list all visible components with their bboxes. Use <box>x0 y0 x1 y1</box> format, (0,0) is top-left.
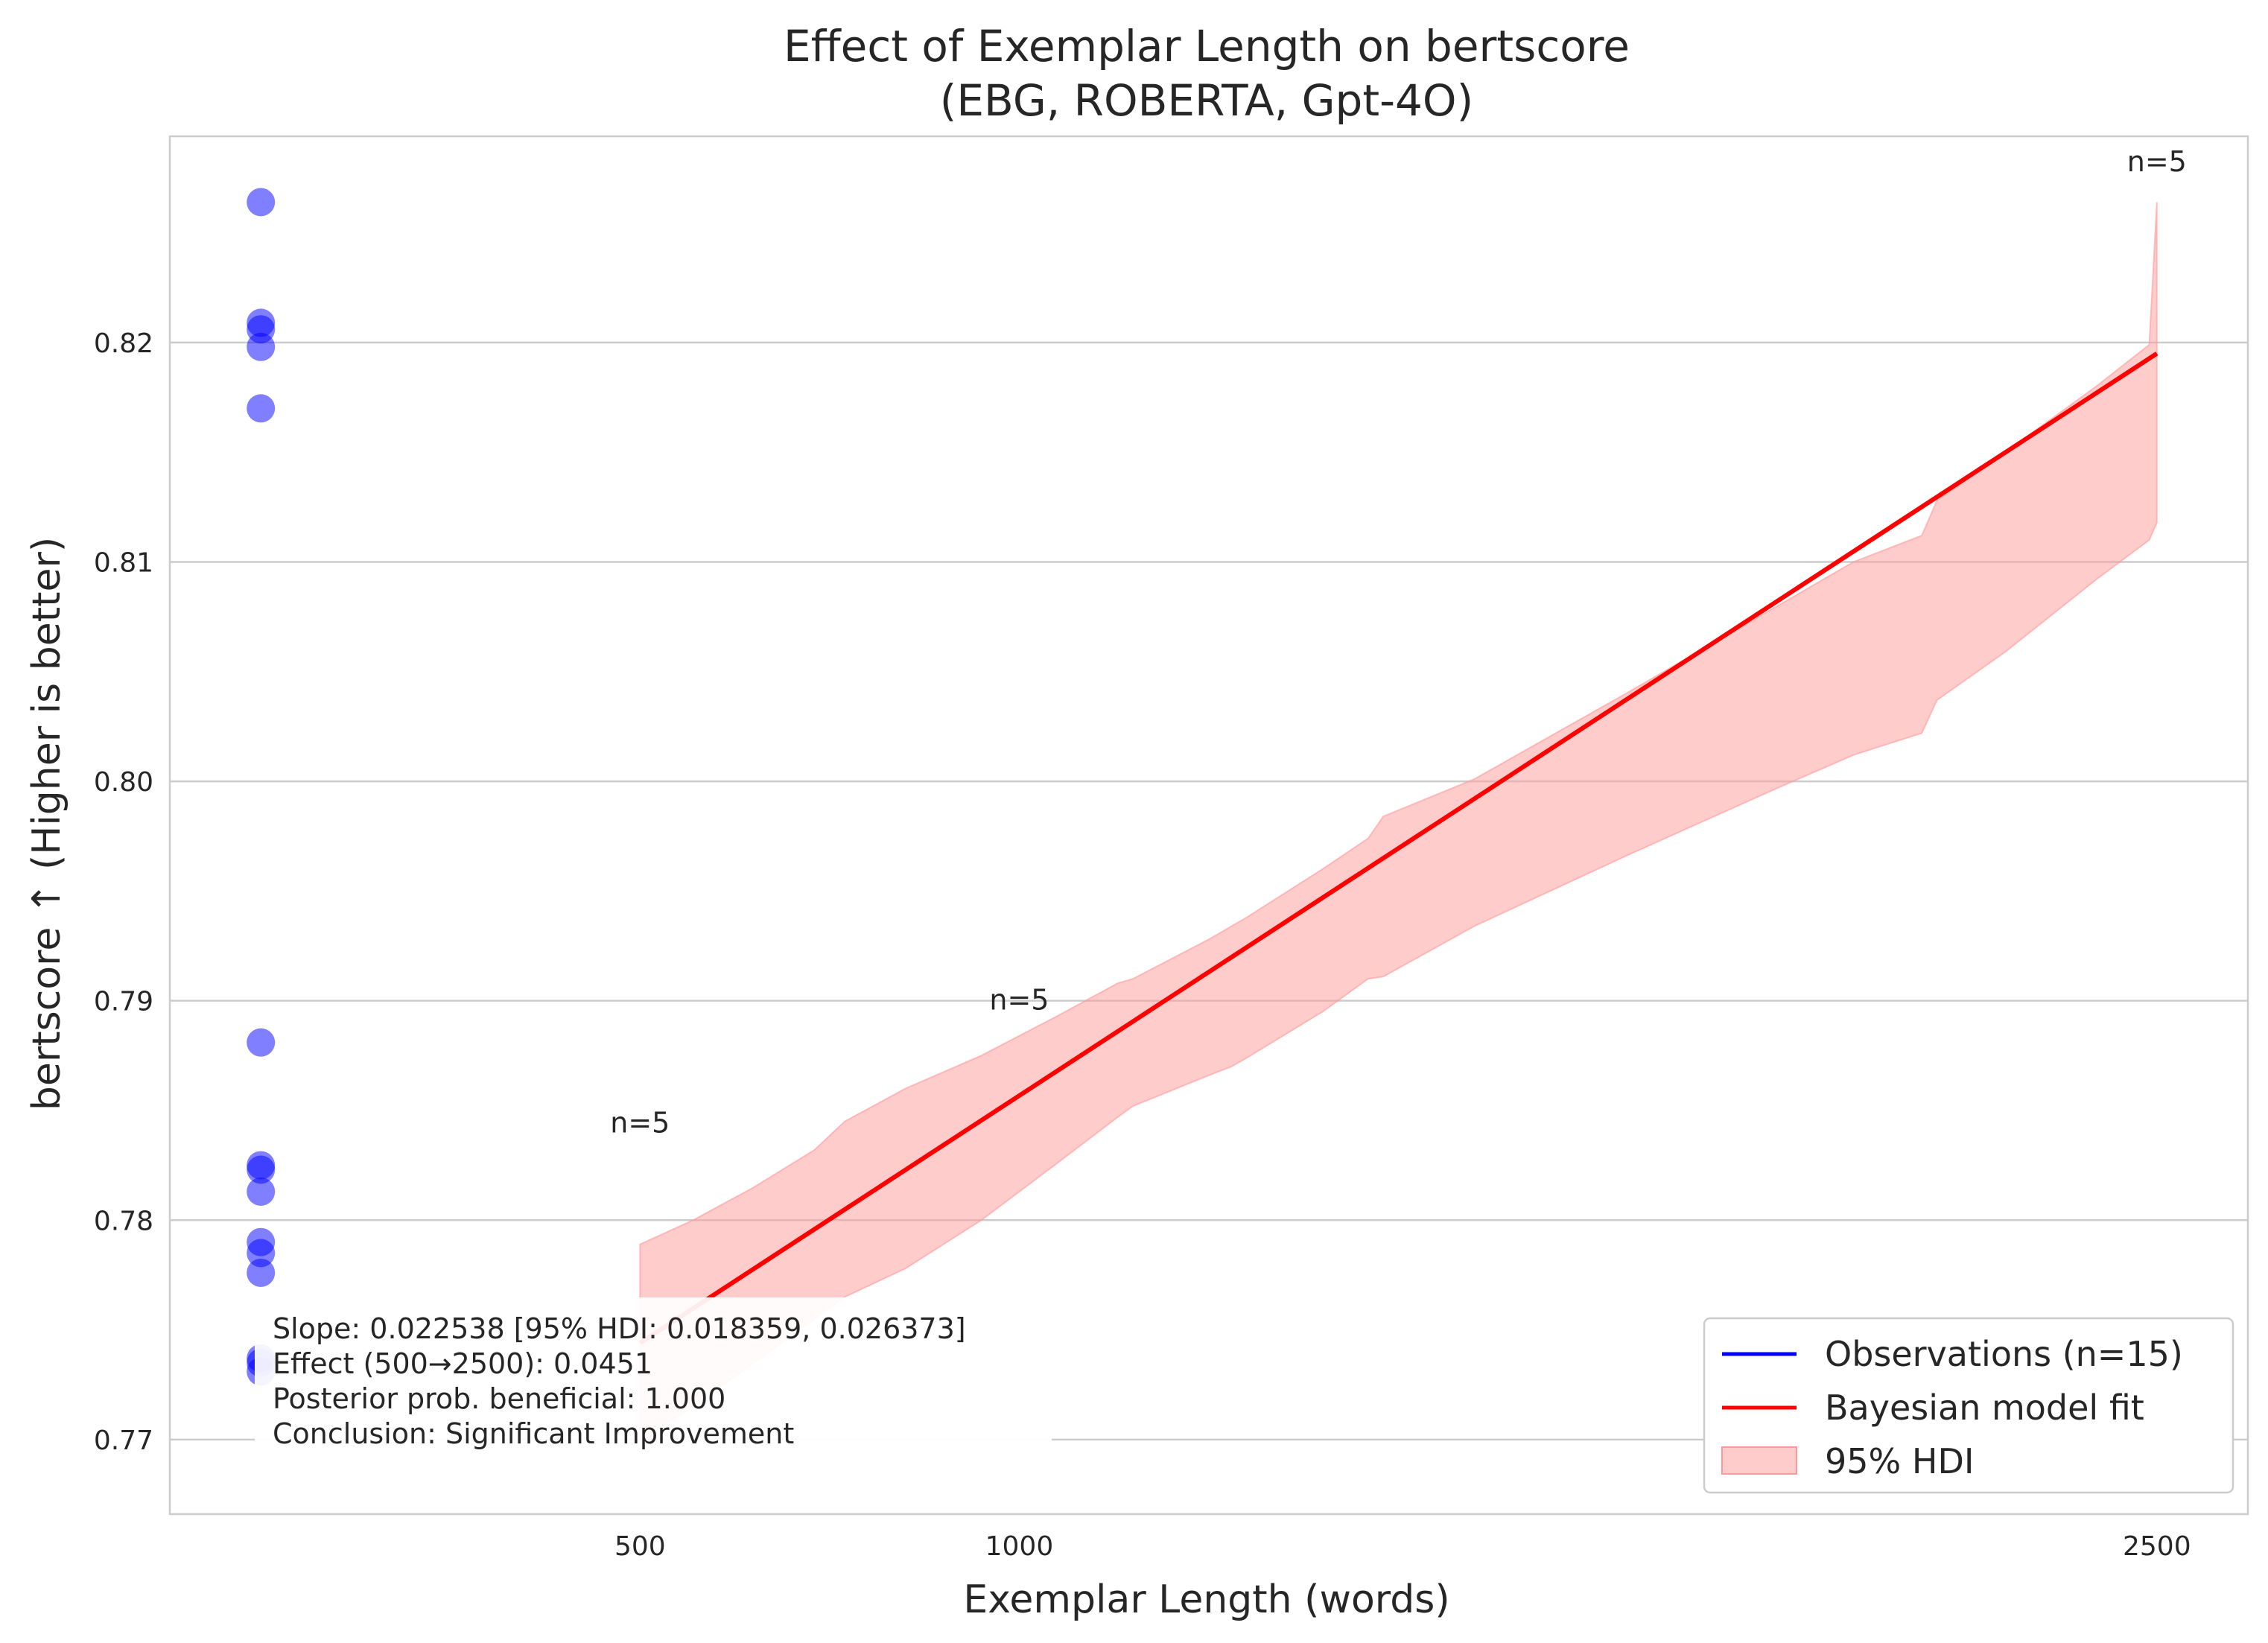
y-tick-label: 0.78 <box>94 1206 153 1236</box>
stats-box: Slope: 0.022538 [95% HDI: 0.018359, 0.02… <box>255 1297 1052 1450</box>
legend-observations-label: Observations (n=15) <box>1825 1334 2183 1374</box>
observation-point <box>247 188 276 217</box>
sample-size-annotation: n=5 <box>989 983 1049 1016</box>
hdi-band <box>639 202 2158 1441</box>
stats-line-effect: Effect (500→2500): 0.0451 <box>273 1347 652 1380</box>
model-fit-line <box>638 352 2159 1345</box>
observation-point <box>247 1258 276 1287</box>
y-tick-label: 0.77 <box>94 1426 153 1456</box>
stats-line-conclusion: Conclusion: Significant Improvement <box>273 1417 794 1450</box>
observation-point <box>247 332 276 361</box>
observation-point <box>247 1028 276 1057</box>
y-tick-label: 0.80 <box>94 767 153 798</box>
legend-model-fit-label: Bayesian model fit <box>1825 1388 2144 1428</box>
sample-size-annotation: n=5 <box>610 1106 670 1139</box>
plot-frame <box>168 135 2249 1516</box>
chart-title: Effect of Exemplar Length on bertscore <box>784 21 1630 71</box>
x-tick-labels: 500 1000 2500 <box>614 1531 2191 1562</box>
y-tick-labels: 0.77 0.78 0.79 0.80 0.81 0.82 <box>94 328 153 1456</box>
sample-size-annotations: n=5 n=5 n=5 <box>610 145 2187 1139</box>
x-tick-label: 500 <box>614 1531 666 1562</box>
chart-subtitle: (EBG, ROBERTA, Gpt-4O) <box>940 75 1473 126</box>
stats-line-posterior: Posterior prob. beneficial: 1.000 <box>273 1382 725 1415</box>
x-tick-label: 1000 <box>985 1531 1054 1562</box>
observation-point <box>247 1155 276 1184</box>
legend: Observations (n=15) Bayesian model fit 9… <box>1703 1317 2234 1494</box>
y-tick-label: 0.79 <box>94 987 153 1017</box>
y-tick-label: 0.82 <box>94 328 153 359</box>
observation-point <box>247 394 276 423</box>
x-axis-label: Exemplar Length (words) <box>963 1577 1449 1622</box>
legend-hdi-swatch <box>1721 1446 1797 1475</box>
observation-point <box>247 1239 276 1268</box>
sample-size-annotation: n=5 <box>2127 145 2187 178</box>
legend-box <box>1703 1317 2234 1494</box>
y-tick-label: 0.81 <box>94 547 153 578</box>
x-tick-label: 2500 <box>2123 1531 2191 1562</box>
observation-point <box>247 1177 276 1206</box>
legend-hdi-label: 95% HDI <box>1825 1441 1974 1481</box>
y-axis-label: bertscore ↑ (Higher is better) <box>25 537 69 1110</box>
stats-line-slope: Slope: 0.022538 [95% HDI: 0.018359, 0.02… <box>273 1312 966 1345</box>
